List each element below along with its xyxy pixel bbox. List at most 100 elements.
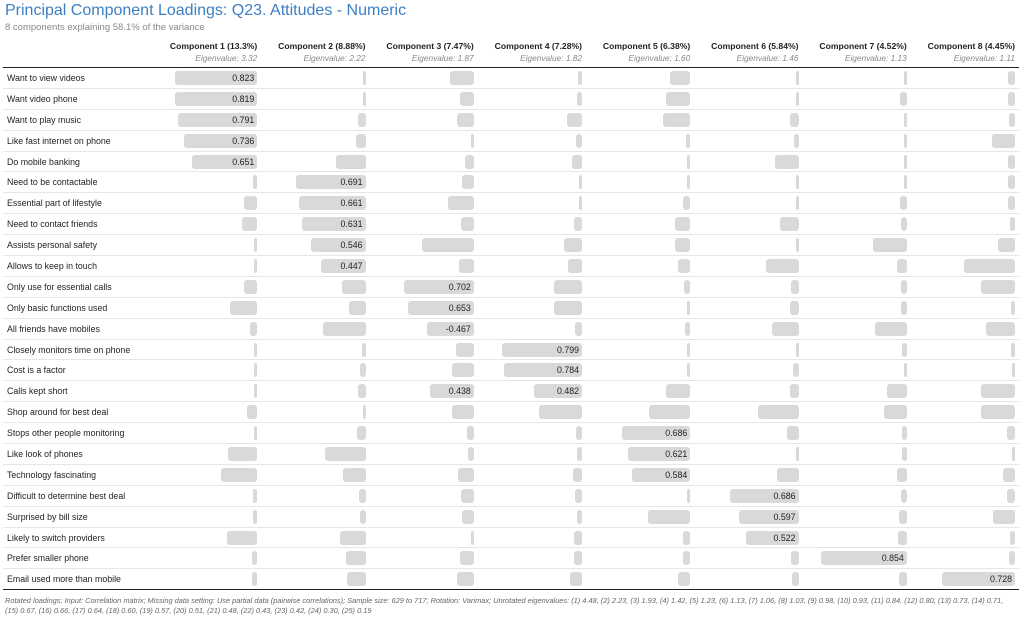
loading-bar: [320, 259, 366, 274]
loading-cell: [803, 360, 911, 381]
loading-bar: [792, 363, 799, 378]
loading-cell: [478, 235, 586, 256]
loading-bar: [459, 91, 474, 106]
loading-cell: [694, 339, 802, 360]
loading-bar: [579, 196, 582, 211]
loading-bar: [358, 488, 366, 503]
footnote: Rotated loadings; Input: Correlation mat…: [5, 596, 1004, 615]
loading-bar: [362, 71, 366, 85]
loading-bar: [900, 217, 907, 232]
loading-bar: [649, 405, 691, 420]
loading-cell: [478, 172, 586, 193]
loading-bar: [460, 217, 474, 232]
loading-bar: [1007, 426, 1015, 441]
row-label: Like fast internet on phone: [7, 135, 111, 146]
loading-cell: [694, 381, 802, 402]
eigenvalue-label: Eigenvalue: 1.60: [628, 53, 691, 63]
table-row: Stops other people monitoring 0.686: [3, 423, 1019, 444]
loading-cell: [803, 318, 911, 339]
loading-cell: [803, 109, 911, 130]
loading-bar: [554, 279, 582, 294]
loading-cell: [370, 464, 478, 485]
loading-bar: [757, 405, 799, 420]
row-label: Want to play music: [7, 114, 81, 125]
eigenvalue-label: Eigenvalue: 1.87: [411, 53, 474, 63]
loading-bar: [729, 488, 799, 503]
loading-cell: 0.447: [261, 256, 369, 277]
loadings-body: Want to view videos 0.823 Want video phone…: [3, 68, 1019, 590]
loading-bar: [299, 196, 366, 211]
loading-bar: [455, 342, 474, 357]
loading-bar: [993, 509, 1015, 524]
loading-cell: [694, 423, 802, 444]
loading-bar: [1003, 467, 1015, 482]
loading-cell: [911, 360, 1019, 381]
row-label: Want to view videos: [7, 72, 85, 83]
loading-cell: [153, 235, 261, 256]
loading-cell: [803, 402, 911, 423]
table-row: Allows to keep in touch 0.447: [3, 256, 1019, 277]
loading-cell: [261, 402, 369, 423]
loading-bar: [776, 467, 799, 482]
loading-cell: [911, 109, 1019, 130]
loading-cell: [153, 485, 261, 506]
loading-cell: [261, 423, 369, 444]
loading-cell: [153, 339, 261, 360]
loading-bar: [687, 300, 691, 315]
loading-cell: [694, 214, 802, 235]
loading-cell: [153, 569, 261, 590]
loading-cell: [586, 193, 694, 214]
loading-cell: [478, 423, 586, 444]
loading-cell: 0.597: [694, 506, 802, 527]
loading-bar: [427, 321, 474, 336]
loading-cell: [586, 297, 694, 318]
loading-cell: [694, 402, 802, 423]
loading-bar: [903, 154, 907, 169]
loading-cell: [370, 256, 478, 277]
loading-cell: [586, 360, 694, 381]
loading-bar: [570, 572, 582, 587]
row-label: Allows to keep in touch: [7, 260, 97, 271]
loading-cell: [586, 527, 694, 548]
loading-value: 0.736: [232, 135, 255, 146]
loading-bar: [567, 112, 582, 127]
loading-cell: 0.631: [261, 214, 369, 235]
loading-value: 0.823: [232, 73, 255, 83]
column-header-row: Component 1 (13.3%) Component 2 (8.88%) …: [3, 37, 1019, 52]
loading-cell: [370, 151, 478, 172]
loading-bar: [900, 488, 907, 503]
loading-cell: [261, 109, 369, 130]
loading-bar: [348, 300, 366, 315]
loading-bar: [174, 71, 258, 85]
loading-value: 0.691: [340, 177, 363, 188]
loading-bar: [449, 71, 474, 85]
loading-cell: [261, 464, 369, 485]
loading-bar: [678, 572, 691, 587]
row-label: Shop around for best deal: [7, 407, 109, 418]
loading-bar: [575, 321, 582, 336]
loading-cell: [370, 88, 478, 109]
loading-bar: [872, 238, 907, 253]
loading-bar: [339, 530, 366, 545]
chart-title: Principal Component Loadings: Q23. Attit…: [5, 2, 407, 19]
loading-value: 0.784: [556, 365, 579, 376]
loading-cell: [803, 464, 911, 485]
loading-cell: [370, 172, 478, 193]
loading-cell: [586, 235, 694, 256]
loading-bar: [1008, 71, 1015, 85]
loading-bar: [564, 238, 582, 253]
loading-bar: [900, 279, 907, 294]
loading-bar: [687, 175, 691, 190]
loading-bar: [746, 530, 799, 545]
loading-cell: [803, 527, 911, 548]
loading-cell: [911, 527, 1019, 548]
loading-bar: [981, 279, 1015, 294]
loading-cell: [153, 402, 261, 423]
loading-bar: [470, 530, 474, 545]
loading-cell: [694, 297, 802, 318]
loading-cell: [586, 256, 694, 277]
loading-bar: [250, 321, 258, 336]
loading-bar: [253, 175, 258, 190]
loading-bar: [253, 509, 258, 524]
loading-bar: [357, 384, 366, 399]
